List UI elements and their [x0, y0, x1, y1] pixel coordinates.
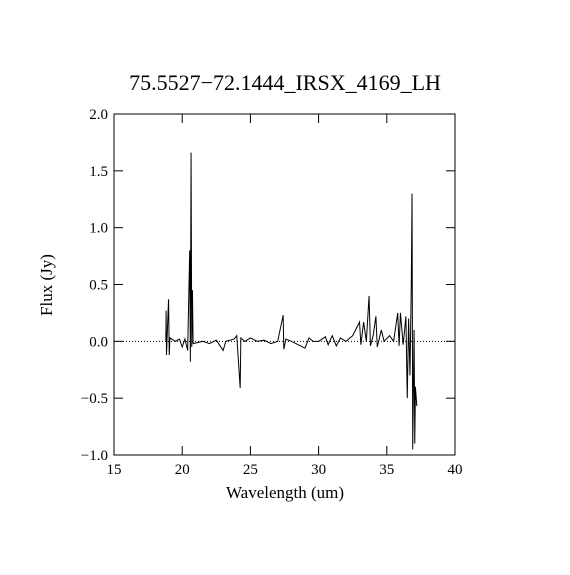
chart-title: 75.5527−72.1444_IRSX_4169_LH — [129, 70, 441, 95]
spectrum-line — [165, 152, 418, 450]
x-tick-label: 25 — [243, 462, 258, 478]
x-axis-label: Wavelength (um) — [226, 483, 344, 502]
x-tick-label: 35 — [379, 462, 394, 478]
y-tick-label: 2.0 — [89, 107, 108, 123]
x-tick-label: 30 — [311, 462, 326, 478]
x-tick-label: 15 — [107, 462, 122, 478]
y-tick-label: 0.5 — [89, 278, 108, 294]
x-tick-label: 20 — [175, 462, 190, 478]
y-axis-label: Flux (Jy) — [37, 254, 56, 316]
y-tick-label: 1.5 — [89, 164, 108, 180]
y-tick-label: −1.0 — [81, 448, 108, 464]
y-tick-label: 0.0 — [89, 334, 108, 350]
y-tick-label: 1.0 — [89, 221, 108, 237]
x-tick-label: 40 — [448, 462, 463, 478]
y-tick-label: −0.5 — [81, 391, 108, 407]
